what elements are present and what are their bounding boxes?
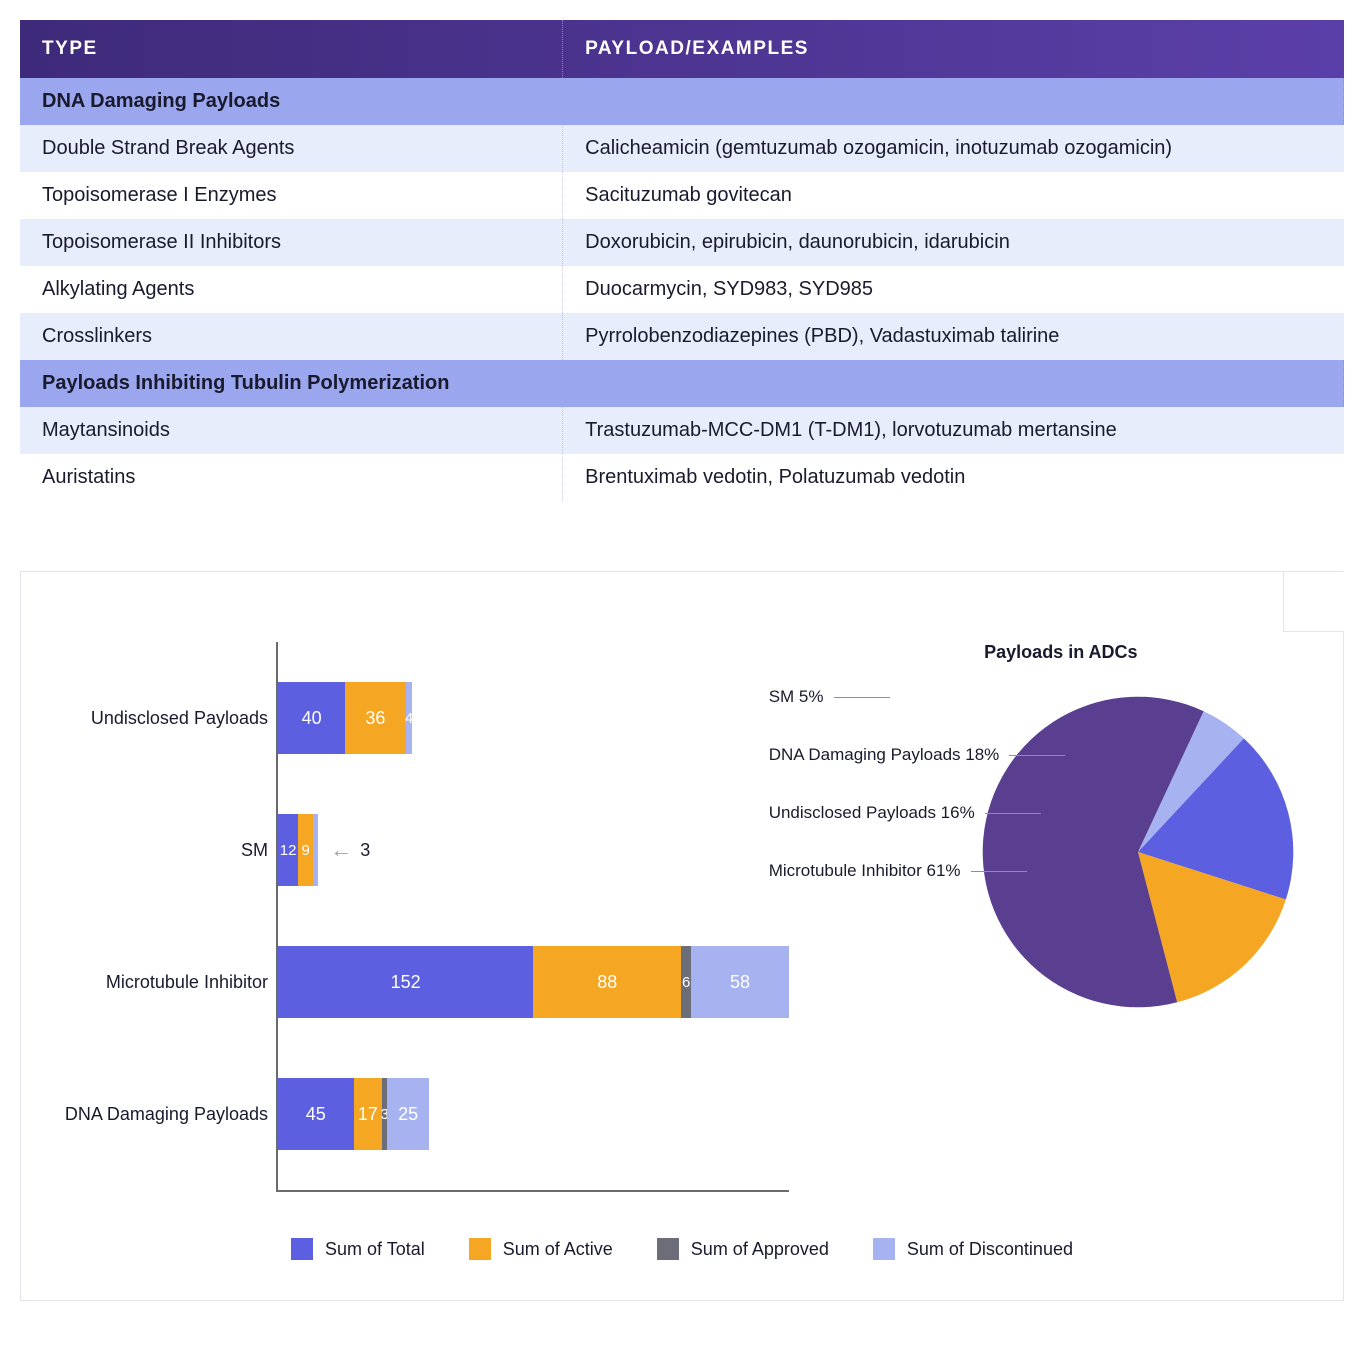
table-row: Topoisomerase II InhibitorsDoxorubicin, … (20, 219, 1344, 266)
bar-segment-active: 9 (298, 814, 313, 886)
legend-label: Sum of Discontinued (907, 1239, 1073, 1260)
legend-swatch-icon (657, 1238, 679, 1260)
legend-label: Sum of Total (325, 1239, 425, 1260)
cell-type: Double Strand Break Agents (20, 125, 563, 172)
bar-segment-active: 17 (354, 1078, 383, 1150)
bar-segment-active: 88 (533, 946, 681, 1018)
bar-segment-total: 12 (278, 814, 298, 886)
cell-type: Crosslinkers (20, 313, 563, 360)
bar-stack: 4517325 (278, 1078, 429, 1150)
pie-label-text: DNA Damaging Payloads 18% (769, 745, 1000, 765)
bar-segment-total: 40 (278, 682, 345, 754)
cell-type: Maytansinoids (20, 407, 563, 454)
pie-label-text: Undisclosed Payloads 16% (769, 803, 975, 823)
bar-segment-active: 36 (345, 682, 405, 754)
table-section-title: Payloads Inhibiting Tubulin Polymerizati… (20, 360, 1344, 407)
chart-panel: Undisclosed Payloads40364SM129←3Microtub… (20, 571, 1344, 1301)
legend-swatch-icon (469, 1238, 491, 1260)
bar-chart: Undisclosed Payloads40364SM129←3Microtub… (61, 642, 789, 1192)
cell-examples: Duocarmycin, SYD983, SYD985 (563, 266, 1344, 313)
bar-category-label: Microtubule Inhibitor (58, 972, 268, 993)
bar-row: DNA Damaging Payloads4517325 (278, 1078, 789, 1150)
pie-chart-block: Payloads in ADCs SM 5%DNA Damaging Paylo… (819, 642, 1303, 1017)
leader-line-icon (1009, 755, 1065, 756)
bar-segment-discontinued: 58 (691, 946, 788, 1018)
leader-line-icon (985, 813, 1041, 814)
cell-type: Topoisomerase II Inhibitors (20, 219, 563, 266)
table-row: Topoisomerase I EnzymesSacituzumab govit… (20, 172, 1344, 219)
legend-label: Sum of Active (503, 1239, 613, 1260)
legend-item: Sum of Total (291, 1238, 425, 1260)
bar-callout-text: 3 (360, 840, 370, 861)
pie-label: Undisclosed Payloads 16% (769, 803, 1066, 823)
bar-category-label: SM (58, 840, 268, 861)
bar-callout: ←3 (330, 837, 370, 863)
payload-table: TYPE PAYLOAD/EXAMPLES DNA Damaging Paylo… (20, 20, 1344, 501)
table-row: CrosslinkersPyrrolobenzodiazepines (PBD)… (20, 313, 1344, 360)
bar-segment-total: 152 (278, 946, 533, 1018)
table-row: AuristatinsBrentuximab vedotin, Polatuzu… (20, 454, 1344, 501)
bar-category-label: Undisclosed Payloads (58, 708, 268, 729)
table-header: TYPE PAYLOAD/EXAMPLES (20, 20, 1344, 78)
bar-row: SM129←3 (278, 814, 789, 886)
cell-type: Alkylating Agents (20, 266, 563, 313)
legend-label: Sum of Approved (691, 1239, 829, 1260)
table-section-row: Payloads Inhibiting Tubulin Polymerizati… (20, 360, 1344, 407)
table-row: MaytansinoidsTrastuzumab-MCC-DM1 (T-DM1)… (20, 407, 1344, 454)
legend-swatch-icon (873, 1238, 895, 1260)
legend-item: Sum of Discontinued (873, 1238, 1073, 1260)
table-section-row: DNA Damaging Payloads (20, 78, 1344, 125)
col-examples: PAYLOAD/EXAMPLES (563, 20, 1344, 78)
bar-segment-approved: 6 (681, 946, 691, 1018)
legend-swatch-icon (291, 1238, 313, 1260)
bar-segment-discontinued: ←3 (313, 814, 318, 886)
legend-item: Sum of Approved (657, 1238, 829, 1260)
table-row: Double Strand Break AgentsCalicheamicin … (20, 125, 1344, 172)
pie-label: Microtubule Inhibitor 61% (769, 861, 1066, 881)
arrow-left-icon: ← (330, 837, 352, 863)
table-section-title: DNA Damaging Payloads (20, 78, 1344, 125)
cell-examples: Trastuzumab-MCC-DM1 (T-DM1), lorvotuzuma… (563, 407, 1344, 454)
cell-examples: Sacituzumab govitecan (563, 172, 1344, 219)
leader-line-icon (834, 697, 890, 698)
bar-stack: 129←3 (278, 814, 318, 886)
bar-stack: 40364 (278, 682, 412, 754)
cell-examples: Doxorubicin, epirubicin, daunorubicin, i… (563, 219, 1344, 266)
col-type: TYPE (20, 20, 563, 78)
pie-title: Payloads in ADCs (819, 642, 1303, 663)
cell-type: Auristatins (20, 454, 563, 501)
pie-label: DNA Damaging Payloads 18% (769, 745, 1066, 765)
cell-examples: Calicheamicin (gemtuzumab ozogamicin, in… (563, 125, 1344, 172)
cell-examples: Brentuximab vedotin, Polatuzumab vedotin (563, 454, 1344, 501)
pie-label: SM 5% (769, 687, 1066, 707)
bar-row: Undisclosed Payloads40364 (278, 682, 789, 754)
pie-label-text: SM 5% (769, 687, 824, 707)
legend-item: Sum of Active (469, 1238, 613, 1260)
bar-segment-total: 45 (278, 1078, 354, 1150)
cell-type: Topoisomerase I Enzymes (20, 172, 563, 219)
chart-legend: Sum of Total Sum of Active Sum of Approved… (61, 1238, 1303, 1260)
leader-line-icon (971, 871, 1027, 872)
bar-segment-discontinued: 25 (387, 1078, 429, 1150)
table-row: Alkylating AgentsDuocarmycin, SYD983, SY… (20, 266, 1344, 313)
cell-examples: Pyrrolobenzodiazepines (PBD), Vadastuxim… (563, 313, 1344, 360)
bar-row: Microtubule Inhibitor15288658 (278, 946, 789, 1018)
bar-stack: 15288658 (278, 946, 789, 1018)
pie-label-text: Microtubule Inhibitor 61% (769, 861, 961, 881)
bar-segment-discontinued: 4 (406, 682, 413, 754)
bar-category-label: DNA Damaging Payloads (58, 1104, 268, 1125)
